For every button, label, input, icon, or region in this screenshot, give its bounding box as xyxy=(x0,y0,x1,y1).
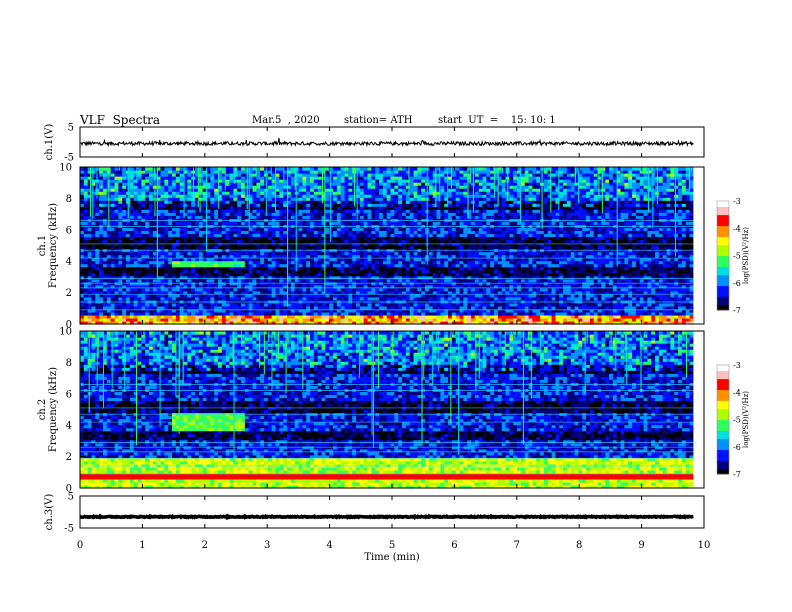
ch1-waveform-panel xyxy=(80,127,704,157)
ch1-spectrogram-panel xyxy=(80,167,704,325)
vlf-spectra-figure: 5-5ch.1(V)0246810ch.1Frequency (kHz)-3-4… xyxy=(0,0,792,612)
ch1-waveform-ylabel: ch.1(V) xyxy=(44,124,55,161)
ch1-waveform-ytick-label: 5 xyxy=(68,123,74,134)
ch1-waveform-trace xyxy=(80,138,693,145)
